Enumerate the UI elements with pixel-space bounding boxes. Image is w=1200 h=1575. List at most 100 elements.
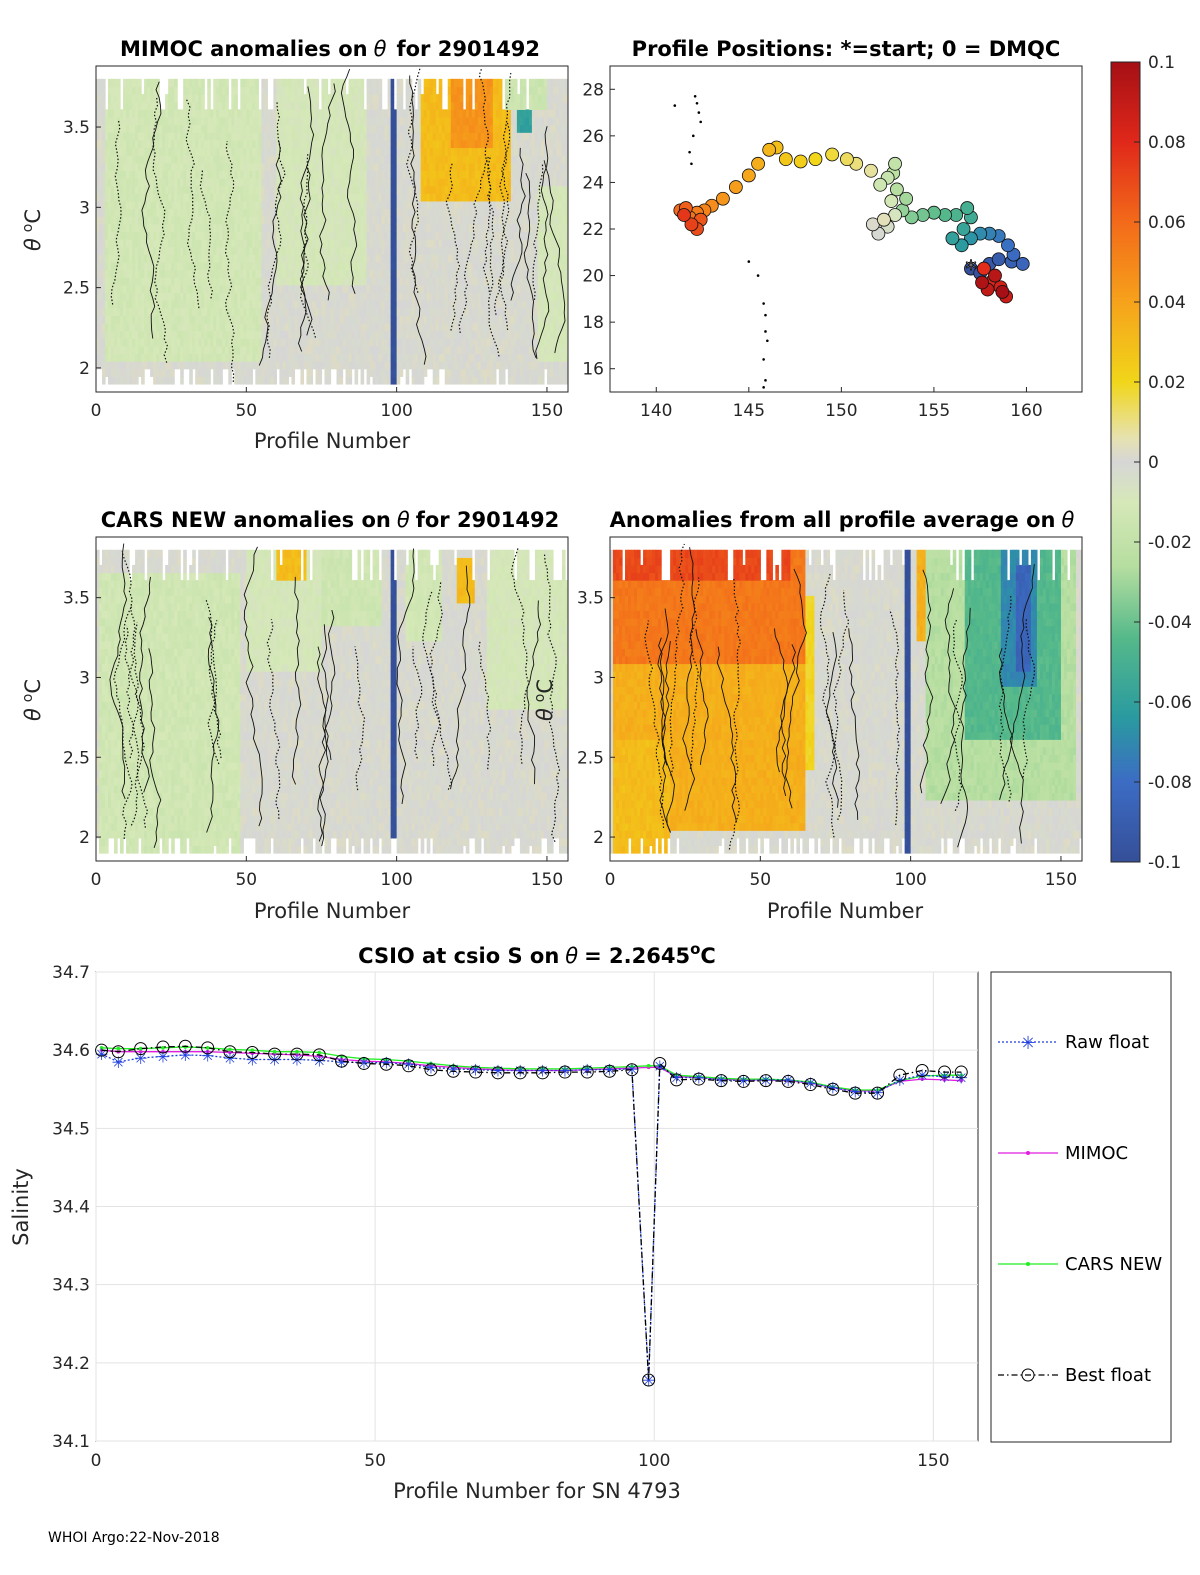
heatmap-cell — [207, 185, 211, 194]
heatmap-cell — [156, 315, 160, 324]
heatmap-cell — [267, 277, 271, 286]
heatmap-cell — [96, 139, 100, 149]
heatmap-cell — [225, 200, 229, 210]
heatmap-cell — [153, 330, 157, 339]
heatmap-cell — [165, 223, 169, 233]
heatmap-cell — [261, 338, 265, 347]
heatmap-cell — [444, 208, 449, 217]
heatmap-cell — [135, 116, 139, 126]
heatmap-cell — [195, 277, 199, 286]
heatmap-cell — [366, 109, 371, 118]
heatmap-cell — [183, 94, 187, 103]
heatmap-cell — [216, 254, 220, 263]
heatmap-cell — [183, 246, 187, 255]
heatmap-cell — [132, 307, 136, 316]
heatmap-cell — [177, 124, 181, 133]
heatmap-cell — [189, 208, 193, 217]
heatmap-cell — [105, 178, 109, 187]
heatmap-cell — [162, 322, 166, 332]
heatmap-cell — [459, 223, 464, 233]
heatmap-cell — [429, 322, 434, 332]
heatmap-cell — [114, 116, 118, 126]
heatmap-cell — [201, 101, 205, 110]
heatmap-cell — [468, 147, 473, 156]
heatmap-cell — [291, 292, 296, 301]
heatmap-cell — [207, 246, 211, 255]
heatmap-cell — [126, 239, 130, 248]
heatmap-cell — [156, 284, 160, 294]
heatmap-cell — [351, 101, 356, 110]
heatmap-cell — [303, 155, 308, 164]
heatmap-cell — [303, 139, 308, 149]
heatmap-cell — [234, 200, 238, 210]
heatmap-cell — [135, 277, 139, 286]
heatmap-cell — [312, 246, 317, 255]
heatmap-cell — [387, 368, 392, 377]
heatmap-cell — [387, 132, 392, 141]
heatmap-cell — [102, 208, 106, 217]
heatmap-cell — [276, 261, 280, 271]
heatmap-cell — [300, 361, 305, 370]
heatmap-cell — [354, 139, 359, 149]
heatmap-cell — [342, 139, 347, 149]
heatmap-cell — [99, 254, 103, 263]
heatmap-cell — [138, 246, 142, 255]
heatmap-cell — [270, 353, 274, 362]
heatmap-cell — [192, 101, 196, 110]
heatmap-cell — [330, 78, 335, 88]
heatmap-cell — [312, 307, 317, 316]
heatmap-cell — [432, 147, 437, 156]
heatmap-cell — [108, 353, 112, 362]
heatmap-cell — [216, 132, 220, 141]
heatmap-cell — [357, 132, 362, 141]
heatmap-cell — [195, 322, 199, 332]
heatmap-cell — [141, 246, 145, 255]
heatmap-cell — [378, 292, 383, 301]
heatmap-cell — [114, 78, 118, 88]
heatmap-cell — [369, 315, 374, 324]
heatmap-cell — [111, 338, 115, 347]
heatmap-cell — [357, 86, 362, 95]
heatmap-cell — [288, 200, 293, 210]
heatmap-cell — [462, 185, 467, 194]
heatmap-cell — [258, 246, 262, 255]
heatmap-cell — [168, 231, 172, 240]
heatmap-cell — [102, 109, 106, 118]
heatmap-cell — [438, 124, 443, 133]
heatmap-cell — [261, 139, 265, 149]
heatmap-cell — [165, 239, 169, 248]
heatmap-cell — [456, 86, 461, 95]
heatmap-cell — [108, 162, 112, 171]
heatmap-cell — [375, 307, 380, 316]
heatmap-cell — [378, 277, 383, 286]
heatmap-cell — [417, 239, 422, 248]
heatmap-cell — [180, 116, 184, 126]
heatmap-cell — [261, 124, 265, 133]
heatmap-cell — [195, 178, 199, 187]
heatmap-cell — [345, 132, 350, 141]
heatmap-cell — [303, 216, 308, 225]
heatmap-cell — [438, 231, 443, 240]
heatmap-cell — [171, 292, 175, 301]
heatmap-cell — [366, 147, 371, 156]
heatmap-cell — [360, 353, 365, 362]
heatmap-cell — [144, 216, 148, 225]
heatmap-cell — [369, 216, 374, 225]
heatmap-cell — [201, 261, 205, 271]
heatmap-cell — [483, 307, 488, 316]
heatmap-cell — [438, 208, 443, 217]
heatmap-cell — [183, 147, 187, 156]
heatmap-cell — [330, 300, 335, 309]
heatmap-cell — [204, 368, 208, 377]
heatmap-cell — [405, 178, 410, 187]
heatmap-cell — [195, 124, 199, 133]
heatmap-cell — [312, 345, 317, 355]
heatmap-cell — [255, 208, 259, 217]
heatmap-cell — [201, 284, 205, 294]
heatmap-cell — [150, 86, 154, 95]
heatmap-cell — [213, 246, 217, 255]
heatmap-cell — [456, 116, 461, 126]
heatmap-cell — [99, 292, 103, 301]
heatmap-cell — [312, 139, 317, 149]
heatmap-cell — [288, 208, 293, 217]
